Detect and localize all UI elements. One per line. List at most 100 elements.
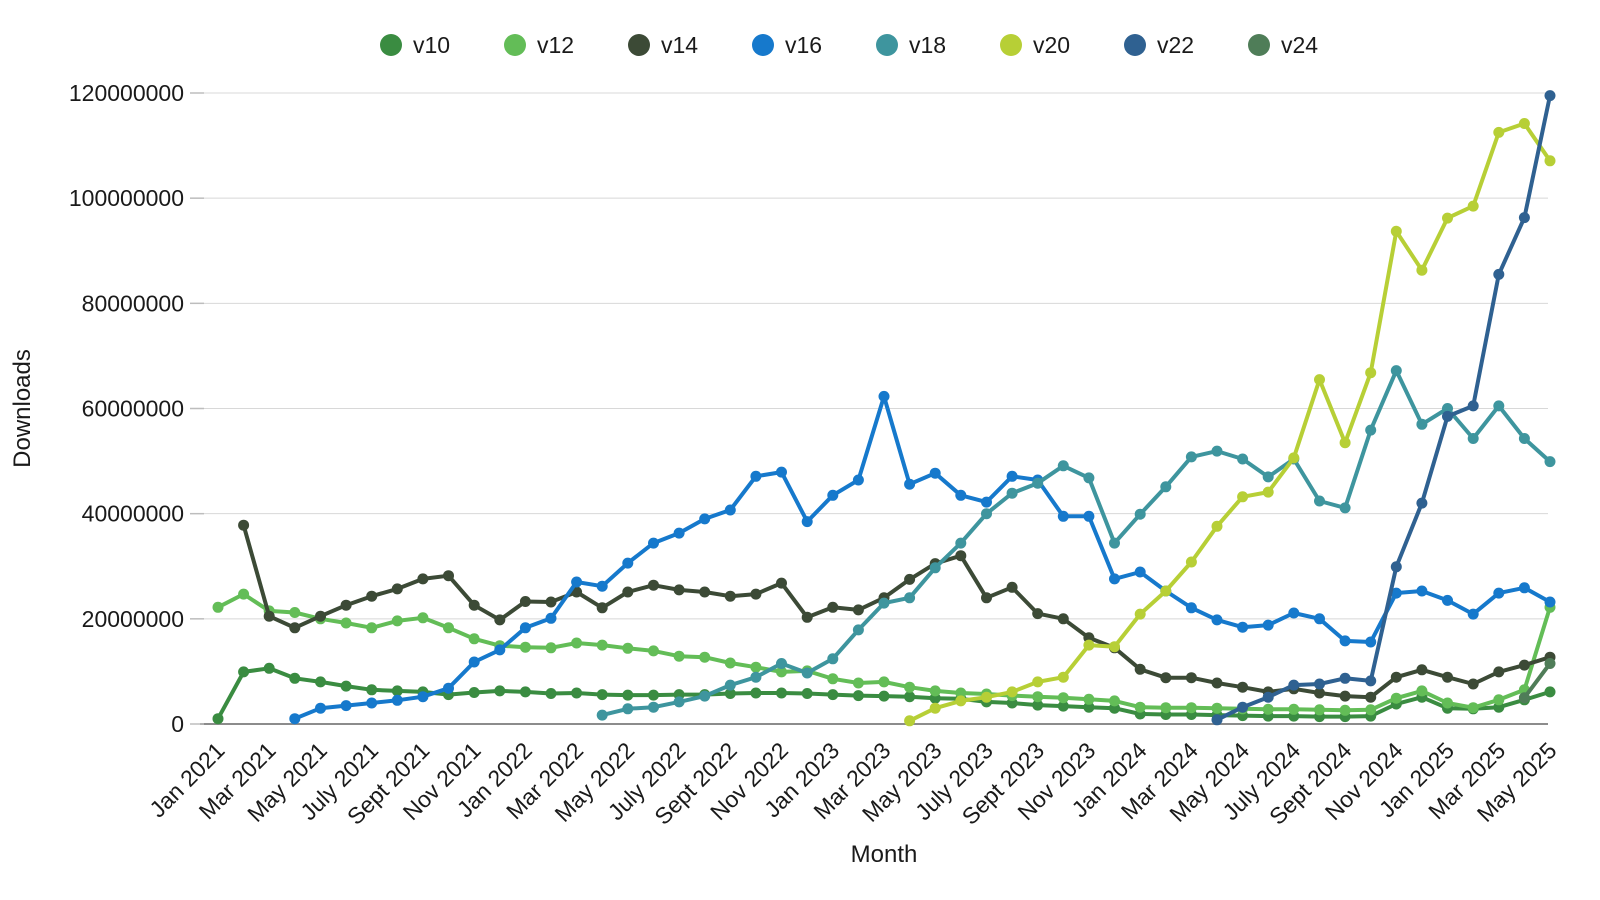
data-point-v14 [1032,608,1044,620]
y-tick-label: 120000000 [69,80,184,106]
data-point-v18 [1083,472,1095,484]
legend-item-v12[interactable]: v12 [504,32,574,58]
data-point-v12 [1032,691,1044,703]
data-point-v20 [1288,452,1300,464]
data-point-v16 [1185,602,1197,614]
data-point-v14 [1314,687,1325,699]
data-point-v20 [1262,486,1274,498]
legend-item-v10[interactable]: v10 [380,32,450,58]
data-point-v16 [519,622,531,634]
data-point-v16 [340,700,352,712]
data-point-v18 [1057,460,1069,472]
series-v24 [1518,658,1556,704]
x-axis-title: Month [851,841,918,868]
data-point-v10 [750,687,762,699]
data-point-v14 [955,550,967,562]
data-point-v22 [1493,268,1505,280]
data-point-v10 [904,691,916,703]
data-point-v12 [519,641,531,653]
data-point-v20 [1185,556,1197,568]
data-point-v14 [1134,663,1146,675]
data-point-v16 [468,656,480,668]
data-point-v12 [340,617,352,629]
legend-label-v10: v10 [413,32,450,58]
data-point-v16 [1262,619,1274,631]
data-point-v24 [1544,658,1556,669]
data-point-v12 [750,661,762,673]
legend-label-v24: v24 [1281,32,1318,58]
data-point-v20 [1083,639,1095,651]
legend-item-v24[interactable]: v24 [1248,32,1318,58]
data-point-v20 [1006,686,1018,698]
legend-item-v14[interactable]: v14 [628,32,698,58]
data-point-v22 [1339,672,1351,684]
data-point-v14 [648,579,659,591]
data-point-v14 [1442,671,1453,683]
data-point-v14 [417,573,429,585]
data-point-v22 [1442,410,1453,422]
data-point-v20 [1365,367,1377,379]
data-point-v18 [1211,445,1223,457]
data-point-v10 [571,687,583,699]
data-point-v14 [596,602,608,614]
data-point-v12 [1262,703,1274,715]
data-point-v12 [212,601,224,613]
data-point-v12 [391,615,403,627]
data-point-v16 [596,580,608,592]
data-point-v18 [929,562,941,574]
data-point-v12 [1493,694,1505,706]
data-point-v16 [929,467,941,479]
data-point-v16 [776,466,787,478]
data-point-v12 [776,666,787,678]
data-point-v12 [699,651,711,663]
legend-item-v16[interactable]: v16 [752,32,822,58]
data-point-v20 [1493,126,1505,138]
data-point-v22 [1314,678,1325,690]
legend-item-v18[interactable]: v18 [876,32,946,58]
data-point-v16 [391,694,403,706]
data-point-v10 [878,690,890,702]
data-point-v10 [340,680,352,692]
data-point-v20 [981,691,992,703]
data-point-v10 [1032,699,1044,711]
data-point-v16 [1288,607,1300,619]
data-point-v12 [1314,704,1325,716]
legend-item-v20[interactable]: v20 [1000,32,1070,58]
data-point-v18 [955,537,967,549]
data-point-v18 [1493,400,1505,412]
series-line-v20 [907,121,1552,723]
data-point-v16 [1083,510,1095,522]
data-point-v20 [1109,641,1120,653]
data-point-v14 [340,599,352,611]
data-point-v12 [955,687,967,699]
data-point-v10 [622,689,634,701]
data-point-v10 [289,672,301,684]
data-point-v16 [1518,582,1530,594]
data-point-v14 [1006,581,1018,593]
data-point-v10 [315,676,326,688]
legend-label-v14: v14 [661,32,698,58]
data-point-v10 [212,713,224,725]
data-point-v14 [699,586,711,598]
legend-swatch-v16 [752,34,774,56]
legend: v10 v12 v14 v16 v18 v20 v22 v24 [380,32,1318,58]
data-point-v16 [366,697,378,709]
data-point-v16 [673,527,685,539]
data-point-v16 [289,713,301,725]
data-point-v14 [545,596,557,608]
y-tick-label: 0 [171,711,184,737]
data-point-v14 [1185,672,1197,684]
data-point-v18 [1339,502,1351,514]
y-tick-label: 40000000 [82,501,184,527]
legend-item-v22[interactable]: v22 [1124,32,1194,58]
data-point-v10 [648,689,659,701]
data-point-v18 [1134,508,1146,520]
data-point-v14 [1390,671,1402,683]
data-point-v22 [1416,497,1428,509]
data-point-v10 [596,689,608,701]
data-point-v12 [1365,704,1377,716]
legend-swatch-v24 [1248,34,1270,56]
data-point-v16 [699,513,711,525]
data-point-v16 [904,478,916,490]
